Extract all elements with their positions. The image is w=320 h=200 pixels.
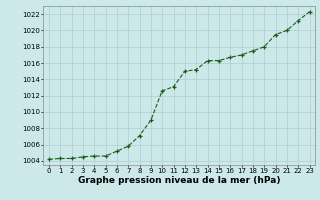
X-axis label: Graphe pression niveau de la mer (hPa): Graphe pression niveau de la mer (hPa) bbox=[78, 176, 280, 185]
